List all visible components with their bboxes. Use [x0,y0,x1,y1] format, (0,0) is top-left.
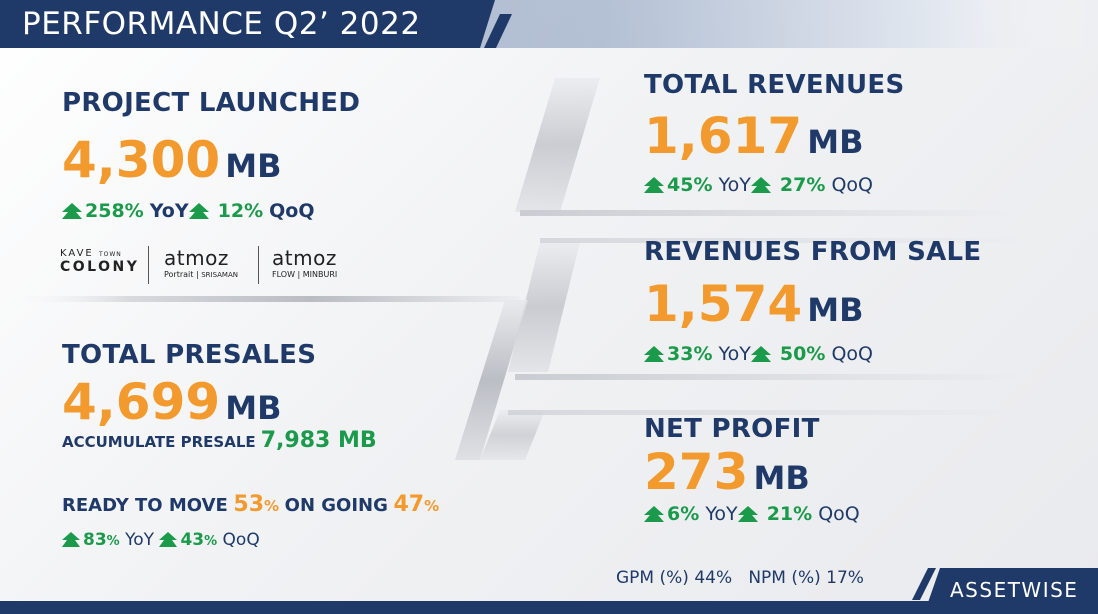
total-revenues-growth: 45% YoY 27% QoQ [644,173,873,199]
qoq-label: QoQ [831,174,873,196]
qoq-value: 43 [180,530,205,550]
revenues-from-sale-growth: 33% YoY 50% QoQ [644,342,873,368]
revenues-from-sale-title: REVENUES FROM SALE [644,237,982,267]
on-going-value: 47 [393,492,425,517]
atmoz-portrait-sub2: SRISAMAN [201,271,239,279]
accumulate-presale-value: 7,983 MB [260,428,377,453]
ready-to-move-label: READY TO MOVE [62,495,228,516]
tree-up-arrow-icon [62,530,80,554]
project-launched-unit: MB [225,147,282,185]
qoq-label: QoQ [818,503,860,525]
tree-up-arrow-icon [737,504,758,528]
tree-up-arrow-icon [644,344,664,368]
yoy-value: 83 [83,530,107,550]
total-presales-unit: MB [225,389,282,427]
atmoz-flow-sub1: FLOW [272,270,295,279]
yoy-value: 45% [667,174,713,196]
tree-up-arrow-icon [644,175,664,199]
logo-divider [148,246,149,284]
total-presales-growth: 83% YoY 43% QoQ [62,528,260,554]
tree-up-arrow-icon [159,530,178,554]
net-profit-value: 273 [644,443,749,501]
qoq-value: 27% [779,174,826,196]
accumulate-presale-label: ACCUMULATE PRESALE [62,433,256,451]
total-revenues-unit: MB [807,123,864,161]
qoq-label: QoQ [222,530,260,550]
yoy-value: 33% [667,343,713,365]
project-launched-growth: 258% YoY 12% QoQ [62,199,315,225]
yoy-pct: % [106,534,120,549]
atmoz-portrait-sub1: Portrait [164,270,194,279]
yoy-label: YoY [718,343,751,365]
assetwise-logo: ASSETWISE [950,578,1079,602]
tree-up-arrow-icon [62,201,82,225]
revenues-from-sale-figure: 1,574 MB [644,278,863,330]
qoq-value: 12% [217,200,264,222]
project-launched-value: 4,300 [62,131,221,189]
kave-town-colony-logo: KAVE TOWN COLONY [60,248,150,275]
kave-logo-bottom: COLONY [60,259,140,275]
revenues-from-sale-unit: MB [807,291,864,329]
total-presales-title: TOTAL PRESALES [62,340,317,370]
yoy-label: YoY [125,530,155,550]
revenues-from-sale-value: 1,574 [644,275,803,333]
tree-up-arrow-icon [188,201,209,225]
total-presales-value: 4,699 [62,373,221,431]
net-profit-growth: 6% YoY 21% QoQ [644,502,860,528]
ongoing-pct: % [424,497,440,515]
kave-logo-top: KAVE [60,248,94,259]
total-presales-figure: 4,699 MB [62,376,281,428]
atmoz-portrait-logo: atmoz Portrait | SRISAMAN [164,246,239,279]
atmoz-flow-sub2: MINBURI [302,270,338,279]
qoq-value: 21% [766,503,813,525]
yoy-value: 6% [667,503,700,525]
net-profit-title: NET PROFIT [644,414,820,444]
tree-up-arrow-icon [750,344,771,368]
on-going-label: ON GOING [284,495,388,516]
qoq-pct: % [204,534,218,549]
qoq-label: QoQ [269,200,315,222]
yoy-value: 258% [85,200,144,222]
tree-up-arrow-icon [750,175,771,199]
atmoz-flow-logo: atmoz FLOW | MINBURI [272,246,338,279]
project-launched-figure: 4,300 MB [62,134,281,186]
tree-up-arrow-icon [644,504,664,528]
atmoz-flow-name: atmoz [272,246,337,270]
accumulate-presale: ACCUMULATE PRESALE 7,983 MB [62,428,377,453]
total-revenues-figure: 1,617 MB [644,110,863,162]
ready-to-move-value: 53 [233,492,265,517]
project-launched-title: PROJECT LAUNCHED [62,88,361,118]
page-title: PERFORMANCE Q2’ 2022 [22,6,421,42]
yoy-label: YoY [149,200,189,222]
kave-logo-small: TOWN [98,251,122,258]
ready-pct: % [264,497,280,515]
qoq-value: 50% [779,343,826,365]
net-profit-unit: MB [753,459,810,497]
logo-divider [258,246,259,284]
yoy-label: YoY [718,174,751,196]
qoq-label: QoQ [831,343,873,365]
yoy-label: YoY [705,503,738,525]
atmoz-portrait-name: atmoz [164,246,229,270]
margins-line: GPM (%) 44% NPM (%) 17% [616,568,864,588]
net-profit-figure: 273 MB [644,446,810,498]
total-revenues-title: TOTAL REVENUES [644,70,905,100]
ready-ongoing-line: READY TO MOVE 53% ON GOING 47% [62,492,439,517]
total-revenues-value: 1,617 [644,107,803,165]
